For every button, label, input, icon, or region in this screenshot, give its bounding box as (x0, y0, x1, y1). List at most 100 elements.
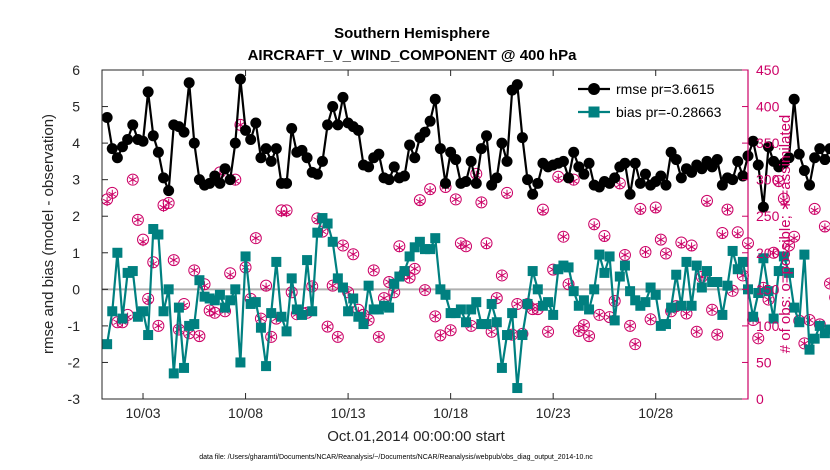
obs-assimilated-marker (425, 186, 435, 196)
obs-assimilated-marker (374, 332, 384, 342)
bias-marker (230, 284, 241, 295)
bias-marker (507, 308, 518, 319)
bias-marker (384, 302, 395, 313)
obs-possible-marker (167, 254, 180, 267)
obs-assimilated-marker (646, 314, 655, 324)
obs-assimilated-marker (723, 205, 732, 215)
y2-tick-label: 50 (756, 354, 772, 370)
bias-marker (799, 249, 810, 260)
rmse-marker (316, 155, 328, 167)
obs-assimilated-marker (169, 255, 178, 265)
bias-marker (599, 267, 610, 278)
bias-marker (819, 328, 830, 339)
obs-possible-marker (557, 230, 570, 243)
bias-marker (430, 233, 441, 244)
bias-marker (512, 383, 523, 394)
obs-possible-marker (629, 338, 642, 351)
bias-marker (804, 344, 815, 355)
y2-tick-label: 300 (756, 172, 780, 188)
obs-assimilated-marker (138, 237, 148, 247)
rmse-marker (188, 137, 200, 149)
bias-marker (789, 302, 800, 313)
obs-assimilated-marker (190, 265, 199, 275)
obs-possible-marker (152, 319, 165, 332)
obs-assimilated-marker (559, 232, 568, 242)
obs-assimilated-marker (513, 299, 522, 309)
obs-assimilated-marker (338, 241, 348, 250)
obs-assimilated-marker (584, 331, 594, 341)
obs-assimilated-marker (682, 309, 691, 318)
rmse-marker (440, 177, 452, 189)
legend-bias-marker (588, 106, 600, 118)
obs-assimilated-marker (108, 189, 117, 199)
bias-marker (548, 309, 559, 320)
obs-assimilated-marker (415, 197, 425, 207)
obs-assimilated-marker (461, 241, 471, 251)
rmse-marker (286, 122, 298, 134)
obs-possible-marker (608, 295, 621, 308)
rmse-marker (337, 91, 349, 103)
rmse-marker (311, 168, 323, 180)
rmse-marker (639, 168, 651, 180)
chart-title: Southern Hemisphere (334, 25, 490, 42)
bias-marker (676, 300, 687, 311)
rmse-marker (563, 172, 575, 184)
bias-marker (173, 302, 184, 313)
bias-marker (486, 298, 497, 309)
bias-marker (686, 300, 697, 311)
rmse-marker (737, 170, 749, 182)
obs-assimilated-marker (733, 229, 742, 239)
obs-assimilated-marker (784, 241, 794, 250)
bias-marker (609, 315, 620, 326)
bias-marker (671, 269, 682, 280)
rmse-marker (419, 126, 431, 138)
legend-rmse-label: rmse pr=3.6615 (616, 81, 715, 97)
rmse-marker (398, 170, 410, 182)
rmse-marker (219, 163, 231, 175)
obs-possible-marker (419, 284, 431, 297)
rmse-marker (214, 177, 226, 189)
x-tick-label: 10/28 (638, 405, 673, 421)
bias-marker (732, 264, 743, 275)
obs-assimilated-marker (651, 204, 660, 214)
rmse-marker (250, 117, 262, 129)
rmse-marker (127, 119, 139, 131)
obs-assimilated-marker (282, 208, 291, 218)
obs-assimilated-marker (323, 322, 332, 332)
obs-possible-marker (249, 232, 262, 245)
bias-marker (302, 255, 313, 266)
bias-marker (666, 302, 677, 313)
y-tick-label: 2 (72, 208, 80, 224)
bias-marker (794, 317, 805, 328)
rmse-marker (675, 172, 687, 184)
bias-marker (327, 236, 338, 247)
rmse-marker (470, 177, 482, 189)
obs-assimilated-marker (395, 243, 404, 253)
rmse-marker (434, 143, 446, 155)
obs-assimilated-marker (251, 233, 260, 243)
obs-possible-marker (711, 328, 724, 341)
bias-marker (527, 266, 538, 277)
y2-axis-ticks: 0 50 100 150 200 250 300 350 400 450 (742, 62, 780, 407)
bias-marker (184, 320, 195, 331)
rmse-marker (383, 174, 395, 186)
obs-possible-marker (654, 233, 667, 246)
rmse-marker (475, 143, 487, 155)
rmse-marker (655, 170, 667, 182)
bias-marker (168, 368, 179, 379)
bias-marker (553, 264, 564, 275)
bias-marker (461, 317, 472, 328)
bias-marker (701, 266, 712, 277)
rmse-marker (450, 154, 462, 166)
obs-possible-marker (618, 248, 631, 261)
bias-marker (286, 273, 297, 284)
bias-marker (317, 213, 328, 224)
obs-possible-marker (306, 280, 319, 293)
obs-assimilated-marker (769, 248, 778, 258)
obs-possible-marker (321, 320, 334, 333)
rmse-marker (798, 165, 810, 177)
obs-assimilated-marker (210, 308, 219, 318)
legend: rmse pr=3.6615 bias pr=-0.28663 (578, 81, 722, 120)
rmse-marker (260, 143, 272, 155)
bias-marker (630, 295, 641, 306)
